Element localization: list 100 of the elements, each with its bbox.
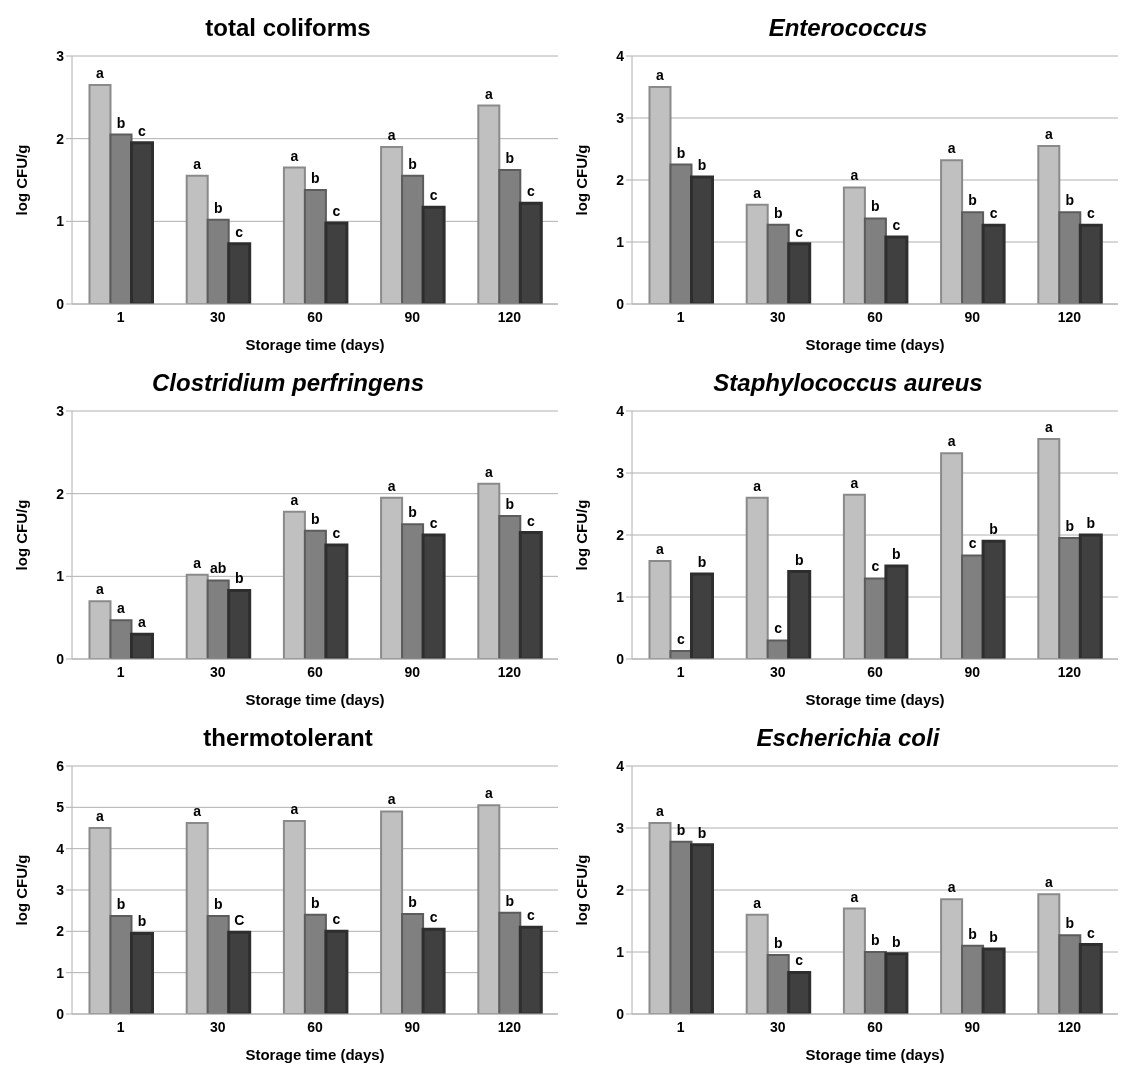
data-label: b xyxy=(505,495,515,512)
bar xyxy=(130,632,154,659)
data-label: c xyxy=(526,183,535,200)
data-label: b xyxy=(1086,515,1096,531)
data-label: a xyxy=(656,803,665,820)
data-label: b xyxy=(1065,518,1075,535)
y-tick-label: 2 xyxy=(616,171,625,188)
y-tick-label: 0 xyxy=(56,650,65,667)
bar xyxy=(324,543,349,659)
bar xyxy=(787,242,812,304)
x-tick-label: 60 xyxy=(307,308,323,325)
data-label: a xyxy=(193,803,202,820)
y-tick-label: 4 xyxy=(616,402,625,419)
data-label: c xyxy=(1086,924,1095,941)
y-tick-label: 1 xyxy=(56,568,65,585)
y-tick-label: 0 xyxy=(616,1005,625,1022)
data-label: a xyxy=(753,894,762,911)
chart-title: Staphylococcus aureus xyxy=(712,368,984,398)
y-axis-title: log CFU/g xyxy=(13,854,31,926)
x-tick-label: 120 xyxy=(1057,663,1082,680)
data-label: c xyxy=(774,620,783,637)
data-label: a xyxy=(96,64,105,81)
data-label: c xyxy=(677,630,686,647)
bar xyxy=(227,242,252,304)
x-tick-label: 1 xyxy=(116,308,125,325)
chart-title: Enterococcus xyxy=(767,13,929,43)
bar xyxy=(787,970,812,1014)
data-label: a xyxy=(193,155,202,172)
y-tick-label: 4 xyxy=(56,840,65,857)
data-label: a xyxy=(753,477,762,494)
x-axis-title: Storage time (days) xyxy=(245,1046,385,1063)
data-label: a xyxy=(290,491,299,508)
y-tick-label: 4 xyxy=(616,757,625,774)
data-label: c xyxy=(332,524,341,541)
y-tick-label: 4 xyxy=(616,47,625,64)
bar xyxy=(227,588,252,659)
data-label: b xyxy=(311,894,320,911)
chart-title: total coliforms xyxy=(204,13,372,43)
data-label: b xyxy=(871,932,880,948)
data-label: a xyxy=(96,808,105,824)
data-label: b xyxy=(794,551,804,568)
data-label: b xyxy=(989,521,998,538)
bar xyxy=(1078,943,1103,1014)
x-axis-title: Storage time (days) xyxy=(245,336,385,353)
y-tick-label: 3 xyxy=(56,402,65,419)
y-tick-label: 2 xyxy=(56,130,65,147)
data-label: b xyxy=(676,821,686,838)
y-tick-label: 2 xyxy=(56,923,65,940)
x-tick-label: 30 xyxy=(210,1018,226,1035)
y-tick-label: 1 xyxy=(616,588,625,605)
bar xyxy=(518,925,543,1014)
bar xyxy=(787,570,812,659)
bar xyxy=(1078,223,1103,304)
x-tick-label: 120 xyxy=(497,663,522,680)
data-label: c xyxy=(989,205,998,222)
data-label: b xyxy=(234,570,244,587)
bar xyxy=(981,539,1006,659)
data-label: a xyxy=(850,474,859,491)
x-tick-label: 120 xyxy=(497,308,522,325)
data-label: a xyxy=(387,477,396,494)
x-tick-label: 1 xyxy=(116,1018,125,1035)
data-label: b xyxy=(505,150,515,167)
x-axis-title: Storage time (days) xyxy=(805,691,945,708)
bar xyxy=(981,947,1006,1014)
data-label: a xyxy=(290,147,299,164)
x-tick-label: 90 xyxy=(404,308,421,325)
data-label: c xyxy=(526,907,535,924)
x-tick-label: 60 xyxy=(867,1018,883,1035)
data-label: b xyxy=(1065,915,1075,932)
y-tick-label: 1 xyxy=(616,233,625,250)
bar xyxy=(884,235,909,304)
x-tick-label: 30 xyxy=(210,663,226,680)
data-label: b xyxy=(697,156,707,173)
data-label: b xyxy=(773,204,783,221)
data-label: b xyxy=(697,554,707,571)
data-label: b xyxy=(213,896,223,913)
data-label: b xyxy=(137,913,147,930)
data-label: c xyxy=(332,202,341,219)
data-label: b xyxy=(968,925,977,942)
data-label: c xyxy=(332,911,341,928)
chart-title: thermotolerant xyxy=(202,723,374,753)
y-tick-label: 3 xyxy=(56,881,65,898)
data-label: a xyxy=(290,800,299,817)
chart-title: Clostridium perfringens xyxy=(151,368,425,398)
data-label: ab xyxy=(210,560,227,577)
data-label: a xyxy=(484,463,493,480)
data-label: c xyxy=(892,217,901,234)
y-tick-label: 0 xyxy=(616,295,625,312)
y-tick-label: 0 xyxy=(616,650,625,667)
bar xyxy=(690,175,714,304)
data-label: b xyxy=(871,198,880,215)
data-label: c xyxy=(526,512,535,529)
x-tick-label: 60 xyxy=(867,663,883,680)
data-label: a xyxy=(850,167,859,184)
y-tick-label: 6 xyxy=(56,757,65,774)
y-tick-label: 1 xyxy=(56,964,65,981)
y-tick-label: 3 xyxy=(616,819,625,836)
data-label: C xyxy=(234,912,245,929)
data-label: a xyxy=(1044,125,1053,142)
data-label: b xyxy=(116,896,126,913)
